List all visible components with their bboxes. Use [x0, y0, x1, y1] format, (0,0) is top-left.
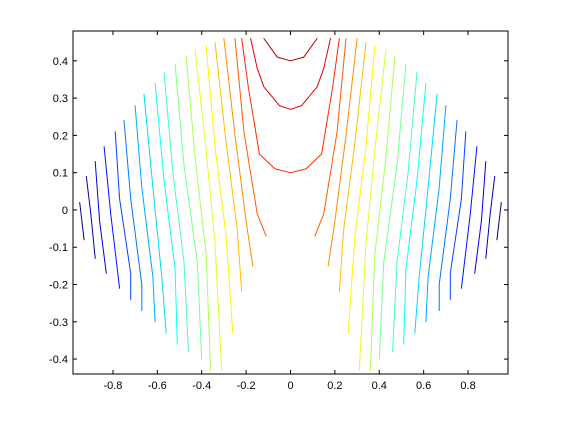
contour-line-level-0-0 — [79, 202, 85, 241]
y-tick-label: 0.3 — [53, 93, 68, 105]
contour-line-level-18-35 — [250, 38, 331, 110]
contour-line-level-6-13 — [425, 105, 447, 323]
contour-line-level-1-3 — [485, 175, 496, 259]
contour-line-level-9-19 — [392, 71, 418, 353]
contour-line-level-12-25 — [358, 49, 387, 371]
contour-line-level-15-30 — [223, 38, 254, 267]
x-tick-label: 0 — [287, 380, 293, 392]
contour-line-level-15-31 — [327, 38, 358, 267]
contour-line-level-7-14 — [143, 93, 167, 334]
contour-line-level-10-21 — [378, 64, 407, 360]
x-tick-label: 0.8 — [460, 380, 475, 392]
contour-line-level-3-7 — [460, 146, 478, 289]
contour-line-level-13-26 — [205, 45, 234, 334]
y-tick-label: 0.4 — [53, 56, 68, 68]
x-tick-label: 0.4 — [372, 380, 387, 392]
contour-line-level-17-34 — [241, 38, 340, 174]
x-tick-label: 0.6 — [416, 380, 431, 392]
contour-line-level-14-29 — [338, 41, 367, 293]
contour-line-level-4-9 — [449, 131, 467, 300]
y-tick-label: 0.1 — [53, 168, 68, 180]
contour-line-level-5-11 — [438, 120, 458, 312]
y-tick-label: -0.2 — [49, 280, 68, 292]
contour-line-level-16-32 — [234, 38, 267, 237]
y-tick-label: 0.2 — [53, 130, 68, 142]
contour-line-level-16-33 — [314, 38, 347, 237]
contour-line-level-11-23 — [369, 56, 396, 371]
axes-background — [73, 31, 508, 374]
contour-line-level-8-16 — [154, 82, 178, 345]
x-tick-label: -0.6 — [148, 380, 167, 392]
contour-line-level-10-20 — [174, 64, 203, 360]
contour-line-level-6-12 — [134, 105, 156, 323]
contour-line-level-2-5 — [474, 161, 487, 274]
contour-line-level-8-17 — [403, 82, 427, 345]
x-tick-label: -0.4 — [192, 380, 211, 392]
contour-line-level-19-36 — [263, 38, 318, 62]
x-tick-label: -0.8 — [103, 380, 122, 392]
contour-line-level-11-22 — [185, 56, 212, 371]
contour-line-level-13-27 — [347, 45, 376, 334]
y-tick-label: 0 — [62, 205, 68, 217]
contour-line-level-0-1 — [496, 202, 502, 241]
x-axis-ticks: -0.8 -0.6 -0.4 -0.2 0 0.2 0.4 0.6 0.8 — [103, 31, 476, 392]
x-tick-label: -0.2 — [237, 380, 256, 392]
y-axis-ticks: 0.4 0.3 0.2 0.1 0 -0.1 -0.2 -0.3 -0.4 — [49, 56, 508, 366]
y-tick-label: -0.1 — [49, 242, 68, 254]
x-tick-label: 0.2 — [327, 380, 342, 392]
contour-lines — [79, 38, 502, 371]
contour-line-level-12-24 — [194, 49, 223, 371]
contour-line-level-2-4 — [94, 161, 107, 274]
contour-line-level-5-10 — [123, 120, 143, 312]
contour-line-level-3-6 — [103, 146, 121, 289]
contour-line-level-14-28 — [214, 41, 243, 293]
y-tick-label: -0.3 — [49, 317, 68, 329]
contour-line-level-7-15 — [414, 93, 438, 334]
contour-line-level-4-8 — [114, 131, 132, 300]
y-tick-label: -0.4 — [49, 354, 68, 366]
contour-line-level-9-18 — [163, 71, 189, 353]
contour-line-level-1-2 — [85, 175, 96, 259]
